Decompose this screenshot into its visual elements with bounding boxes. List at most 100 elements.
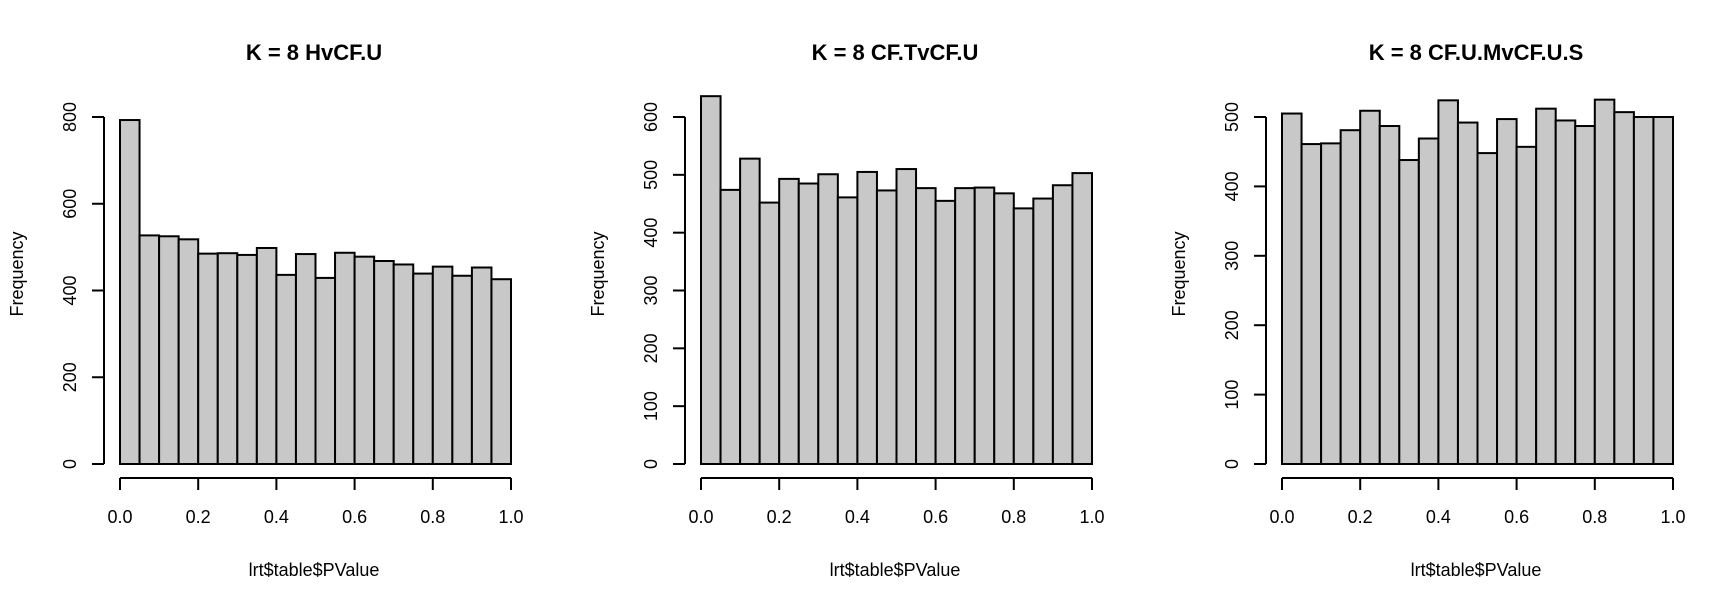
histogram-bar — [993, 192, 1015, 465]
y-tick-label: 0 — [60, 459, 80, 469]
y-axis: 0 100 200 300 400 500 600 — [641, 102, 686, 469]
y-tick-label: 800 — [60, 102, 80, 132]
histogram-bar — [875, 189, 898, 465]
bars — [1281, 98, 1674, 466]
histogram-bar — [1613, 111, 1635, 465]
x-axis: 0.0 0.2 0.4 0.6 0.8 1.0 — [1269, 477, 1686, 527]
x-tick-label: 0.8 — [1582, 507, 1607, 527]
histogram-bar — [739, 157, 761, 465]
x-tick-label: 0.6 — [342, 507, 367, 527]
histogram-bar — [216, 252, 239, 465]
histogram-bar — [1378, 125, 1401, 466]
histogram-bar — [856, 170, 878, 465]
histogram-bar — [119, 119, 141, 465]
y-tick-label: 600 — [60, 189, 80, 219]
histogram-bar — [490, 278, 513, 465]
histogram-bar — [353, 255, 376, 466]
x-tick-label: 1.0 — [1660, 507, 1685, 527]
y-tick-label: 100 — [641, 391, 661, 421]
histogram-bar — [719, 188, 742, 465]
y-tick-label: 400 — [641, 218, 661, 248]
y-tick-label: 400 — [1222, 171, 1242, 201]
x-axis-label: lrt$table$PValue — [249, 560, 380, 580]
histogram-bar — [1012, 207, 1035, 465]
histogram-bar — [451, 274, 473, 465]
x-axis: 0.0 0.2 0.4 0.6 0.8 1.0 — [107, 477, 524, 527]
x-tick-label: 0.8 — [1001, 507, 1026, 527]
x-tick-label: 0.0 — [688, 507, 713, 527]
y-axis: 0 100 200 300 400 500 — [1222, 102, 1267, 469]
x-tick-label: 1.0 — [498, 507, 523, 527]
histogram-bar — [954, 187, 976, 465]
x-tick-label: 0.4 — [264, 507, 289, 527]
histogram-panel-cf-u-mvcf-u-s: K = 8 CF.U.MvCF.U.S lrt$table$PValue Fre… — [1169, 40, 1686, 580]
histogram-bar — [700, 95, 722, 466]
histogram-bar — [1359, 109, 1381, 465]
panel-title: K = 8 CF.U.MvCF.U.S — [1369, 40, 1584, 65]
y-tick-label: 0 — [641, 459, 661, 469]
bars — [700, 95, 1093, 466]
x-tick-label: 0.2 — [767, 507, 792, 527]
y-tick-label: 500 — [1222, 102, 1242, 132]
y-tick-label: 500 — [641, 160, 661, 190]
y-tick-label: 200 — [1222, 310, 1242, 340]
histogram-bar — [817, 173, 839, 465]
histogram-bar — [1320, 142, 1342, 465]
histogram-bar — [1339, 129, 1362, 465]
histogram-bar — [1417, 137, 1440, 465]
histogram-bar — [470, 266, 493, 466]
x-tick-label: 0.8 — [420, 507, 445, 527]
x-tick-label: 0.0 — [107, 507, 132, 527]
histogram-bar — [1032, 197, 1054, 466]
histogram-bar — [1515, 145, 1538, 465]
histogram-bar — [1398, 159, 1420, 465]
y-axis-label: Frequency — [588, 231, 608, 316]
panel-title: K = 8 CF.TvCF.U — [812, 40, 979, 65]
y-tick-label: 200 — [641, 333, 661, 363]
histogram-bar — [1051, 184, 1074, 466]
histogram-bar — [255, 246, 278, 465]
histogram-bar — [1456, 121, 1479, 466]
x-tick-label: 0.0 — [1269, 507, 1294, 527]
histogram-panel-hvcf-u: K = 8 HvCF.U lrt$table$PValue Frequency … — [7, 40, 524, 580]
y-tick-label: 300 — [1222, 241, 1242, 271]
histogram-bar — [294, 253, 317, 465]
histogram-bar — [836, 196, 859, 465]
x-axis-label: lrt$table$PValue — [830, 560, 961, 580]
x-tick-label: 0.2 — [186, 507, 211, 527]
y-axis-label: Frequency — [1169, 231, 1189, 316]
histogram-bar — [197, 252, 219, 465]
y-axis: 0 200 400 600 800 — [60, 102, 105, 469]
x-tick-label: 0.4 — [1426, 507, 1451, 527]
histogram-bar — [1535, 107, 1557, 465]
x-tick-label: 1.0 — [1079, 507, 1104, 527]
histogram-bar — [1071, 172, 1093, 465]
histogram-bar — [392, 263, 415, 466]
y-tick-label: 600 — [641, 102, 661, 132]
histogram-bar — [177, 238, 200, 465]
histogram-bar — [973, 186, 996, 465]
y-tick-label: 0 — [1222, 459, 1242, 469]
histogram-bar — [778, 177, 800, 465]
histogram-bar — [1652, 116, 1674, 465]
x-tick-label: 0.6 — [1504, 507, 1529, 527]
x-axis: 0.0 0.2 0.4 0.6 0.8 1.0 — [688, 477, 1105, 527]
histogram-bar — [1496, 118, 1518, 466]
histogram-bar — [1281, 112, 1303, 465]
histogram-bar — [934, 199, 957, 466]
histogram-bar — [138, 234, 161, 465]
x-tick-label: 0.2 — [1348, 507, 1373, 527]
histogram-bar — [895, 168, 918, 466]
histogram-bar — [1632, 116, 1655, 465]
histogram-bar — [412, 272, 434, 465]
histogram-bar — [1554, 119, 1577, 465]
histogram-bar — [1300, 143, 1323, 465]
histogram-bar — [1476, 152, 1499, 465]
x-tick-label: 0.4 — [845, 507, 870, 527]
bars — [119, 119, 513, 466]
histogram-bar — [915, 187, 937, 465]
histogram-bar — [373, 260, 395, 465]
histogram-bar — [158, 235, 180, 465]
histogram-bar — [758, 201, 781, 465]
